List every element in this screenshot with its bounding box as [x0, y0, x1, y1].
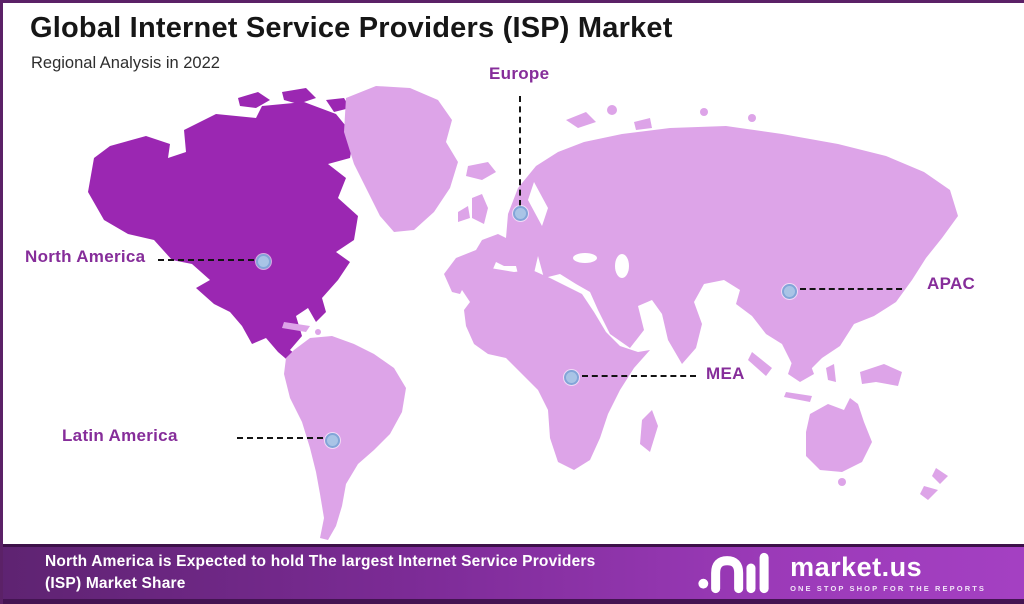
- region-label-europe: Europe: [489, 64, 550, 83]
- page-subtitle: Regional Analysis in 2022: [31, 54, 220, 72]
- map-region-greenland: [344, 86, 496, 232]
- callout-line-latin-america: [237, 437, 323, 439]
- region-label-north-america: North America: [25, 247, 146, 266]
- map-region-eurasia: [444, 105, 958, 402]
- map-region-south-america: [282, 322, 406, 540]
- map-region-africa: [458, 268, 658, 470]
- brand-name: market.us: [790, 551, 923, 582]
- map-region-oceania: [806, 398, 948, 500]
- page-title: Global Internet Service Providers (ISP) …: [30, 12, 673, 44]
- brand-text: market.us ONE STOP SHOP FOR THE REPORTS: [790, 551, 986, 593]
- callout-line-europe: [519, 96, 521, 206]
- callout-line-apac: [800, 288, 902, 290]
- footer-bar: North America is Expected to hold The la…: [0, 544, 1024, 604]
- callout-line-north-america: [158, 259, 254, 261]
- footer-note: North America is Expected to hold The la…: [45, 552, 596, 592]
- region-label-mea: MEA: [706, 364, 745, 383]
- market-us-logo-icon: [698, 552, 769, 594]
- brand-logo: market.us ONE STOP SHOP FOR THE REPORTS: [694, 550, 986, 596]
- region-marker-mea: [564, 370, 579, 385]
- brand-tagline: ONE STOP SHOP FOR THE REPORTS: [790, 583, 986, 593]
- region-marker-apac: [782, 284, 797, 299]
- region-marker-latin-america: [325, 433, 340, 448]
- callout-line-mea: [582, 375, 696, 377]
- region-marker-north-america: [256, 254, 271, 269]
- region-label-apac: APAC: [927, 274, 976, 293]
- map-region-north-america: [88, 88, 358, 364]
- region-marker-europe: [513, 206, 528, 221]
- region-label-latin-america: Latin America: [62, 426, 178, 445]
